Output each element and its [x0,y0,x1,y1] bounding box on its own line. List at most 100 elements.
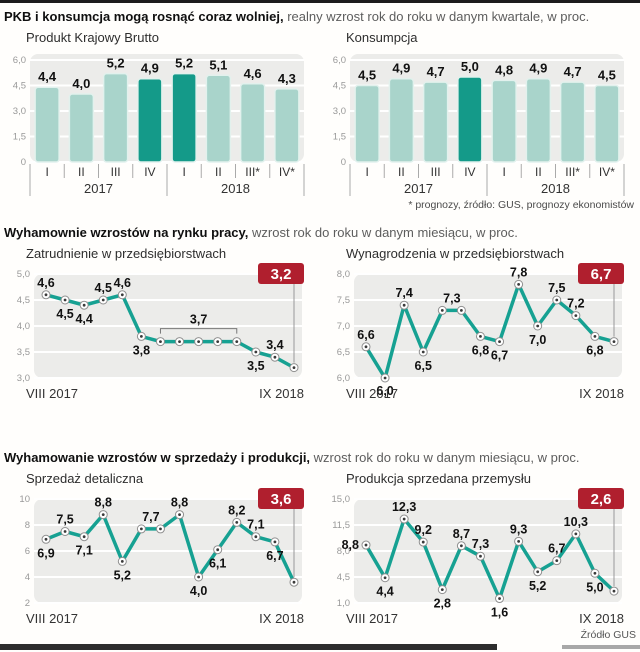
svg-text:II: II [398,165,405,179]
chart-production: Produkcja sprzedana przemysłu 15,0 11,5 8,… [324,469,626,629]
chart-consumption-title: Konsumpcja [346,30,418,45]
svg-text:3,0: 3,0 [17,373,30,384]
svg-text:8,7: 8,7 [453,527,470,541]
sales-headline-bold: Wyhamowanie wzrostów w sprzedaży i produ… [4,450,311,465]
sales-charts-row: Sprzedaż detaliczna 10 8 6 4 2 3,6 6,9 7,5 7,1 8,… [0,469,640,629]
svg-text:4,4: 4,4 [376,585,393,599]
svg-text:1,5: 1,5 [333,132,346,143]
svg-text:III: III [111,165,121,179]
bottom-rule [0,644,640,652]
svg-text:IV: IV [464,165,475,179]
svg-text:2,6: 2,6 [591,491,612,508]
svg-text:4,6: 4,6 [244,66,262,81]
svg-text:4,9: 4,9 [529,61,547,76]
svg-text:4,5: 4,5 [13,81,26,92]
svg-text:7,1: 7,1 [247,518,264,532]
svg-text:4,3: 4,3 [278,71,296,86]
svg-text:7,0: 7,0 [337,321,350,332]
svg-text:5,2: 5,2 [114,568,131,582]
svg-text:5,2: 5,2 [175,56,193,71]
forecast-footnote: * prognozy, źródło: GUS, prognozy ekonom… [408,199,634,211]
svg-text:IX 2018: IX 2018 [579,611,624,626]
svg-text:2017: 2017 [404,181,433,196]
svg-text:0: 0 [341,157,346,168]
chart-gdp-title: Produkt Krajowy Brutto [26,30,159,45]
svg-text:6,5: 6,5 [337,347,350,358]
svg-text:VIII 2017: VIII 2017 [346,611,398,626]
svg-text:IX 2018: IX 2018 [259,386,304,401]
svg-text:4,0: 4,0 [72,76,90,91]
svg-text:IX 2018: IX 2018 [259,611,304,626]
svg-text:7,3: 7,3 [443,291,460,305]
svg-text:7,5: 7,5 [548,281,565,295]
svg-text:4,0: 4,0 [190,584,207,598]
svg-text:4,5: 4,5 [333,81,346,92]
svg-text:4,4: 4,4 [38,69,57,84]
svg-text:I: I [45,165,48,179]
chart-employment-title: Zatrudnienie w przedsiębiorstwach [26,246,227,261]
svg-text:VIII 2017: VIII 2017 [26,386,78,401]
chart-wages: Wynagrodzenia w przedsiębiorstwach 8,0 7,… [324,244,626,404]
svg-text:6,0: 6,0 [333,55,346,66]
svg-text:2: 2 [25,598,30,609]
svg-text:8,0: 8,0 [337,546,350,557]
svg-text:8,2: 8,2 [228,503,245,517]
svg-text:IV: IV [144,165,155,179]
svg-text:4,5: 4,5 [95,281,112,295]
svg-text:7,5: 7,5 [56,513,73,527]
svg-text:15,0: 15,0 [332,494,351,505]
svg-text:II: II [215,165,222,179]
svg-text:4,5: 4,5 [56,307,73,321]
labor-headline-rest: wzrost rok do roku w danym miesiącu, w p… [248,225,518,240]
svg-text:4,5: 4,5 [17,295,30,306]
quarterly-charts-row: Produkt Krajowy Brutto 6,0 4,5 3,0 1,5 0 4,4 I… [0,28,640,198]
svg-text:3,0: 3,0 [333,106,346,117]
svg-text:II: II [78,165,85,179]
svg-text:7,3: 7,3 [472,537,489,551]
svg-text:1,0: 1,0 [337,598,350,609]
svg-text:VIII 2017: VIII 2017 [346,386,398,401]
svg-text:2017: 2017 [84,181,113,196]
svg-text:5,1: 5,1 [209,57,227,72]
production-line-chart: 15,0 11,5 8,0 4,5 1,0 2,6 8,8 4,4 12,3 9,2 2,8 8,77… [332,488,624,626]
svg-text:7,2: 7,2 [567,297,584,311]
svg-text:4,5: 4,5 [358,68,376,83]
svg-text:5,0: 5,0 [586,580,603,594]
gdp-bar-chart: 6,0 4,5 3,0 1,5 0 4,4 I 4,0 II 5,2 III 4,9 IV 5,2 I 5,1… [13,54,305,196]
svg-text:5,0: 5,0 [17,269,30,280]
chart-employment: Zatrudnienie w przedsiębiorstwach 5,0 4,5… [4,244,306,404]
retail-line-chart: 1086423,66,97,57,18,85,27,78,84,06,18,27… [19,488,304,626]
chart-retail-title: Sprzedaż detaliczna [26,471,144,486]
svg-text:6,0: 6,0 [337,373,350,384]
svg-text:4,6: 4,6 [114,276,131,290]
svg-text:VIII 2017: VIII 2017 [26,611,78,626]
svg-text:6,7: 6,7 [548,542,565,556]
svg-text:6,8: 6,8 [586,343,603,357]
svg-text:3,5: 3,5 [17,347,30,358]
svg-text:7,5: 7,5 [337,295,350,306]
svg-text:4,6: 4,6 [37,276,54,290]
svg-text:I: I [182,165,185,179]
svg-text:4,5: 4,5 [337,572,350,583]
svg-text:3,6: 3,6 [271,491,292,508]
svg-text:8,8: 8,8 [342,538,359,552]
svg-text:7,7: 7,7 [142,510,159,524]
svg-text:4,7: 4,7 [564,64,582,79]
svg-text:6,0: 6,0 [13,55,26,66]
chart-gdp: Produkt Krajowy Brutto 6,0 4,5 3,0 1,5 0 4,4 I… [4,28,306,198]
svg-text:III*: III* [245,165,260,179]
svg-text:4,8: 4,8 [495,62,513,77]
svg-text:8,8: 8,8 [171,496,188,510]
sales-section-headline: Wyhamowanie wzrostów w sprzedaży i produ… [0,444,640,466]
svg-text:5,2: 5,2 [529,579,546,593]
svg-text:10: 10 [19,494,30,505]
main-headline: PKB i konsumcja mogą rosnąć coraz wolnie… [0,3,640,25]
svg-text:6,7: 6,7 [491,349,508,363]
svg-text:1,6: 1,6 [491,606,508,620]
svg-text:2,8: 2,8 [434,597,451,611]
headline-bold: PKB i konsumcja mogą rosnąć coraz wolnie… [4,9,284,24]
svg-text:7,4: 7,4 [395,286,412,300]
svg-text:I: I [365,165,368,179]
svg-text:4,4: 4,4 [75,312,92,326]
labor-section-headline: Wyhamownie wzrostów na rynku pracy, wzro… [0,219,640,241]
